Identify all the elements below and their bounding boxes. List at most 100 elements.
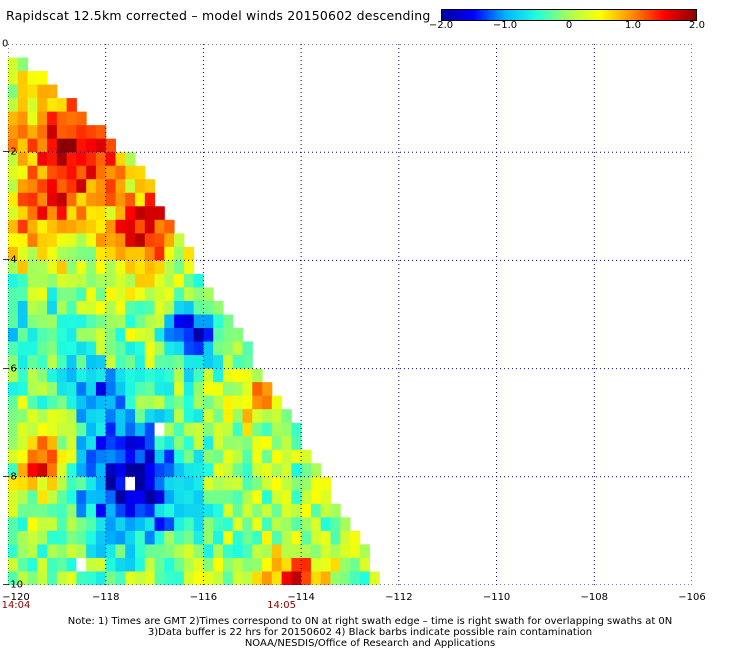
wind-cell	[193, 328, 204, 343]
wind-cell	[105, 219, 116, 234]
wind-cell	[232, 436, 244, 451]
wind-cell	[27, 273, 38, 288]
wind-cell	[27, 395, 38, 410]
wind-cell	[115, 246, 126, 261]
wind-cell	[17, 409, 29, 424]
wind-cell	[164, 314, 175, 329]
wind-cell	[359, 544, 371, 559]
wind-cell	[203, 557, 214, 572]
wind-cell	[17, 111, 29, 126]
wind-cell	[154, 382, 165, 397]
wind-cell	[135, 382, 146, 397]
wind-cell	[340, 557, 351, 572]
wind-cell	[76, 476, 87, 491]
wind-cell	[115, 179, 126, 194]
wind-cell	[144, 328, 156, 343]
wind-cell	[8, 436, 19, 451]
wind-cell	[27, 544, 38, 559]
wind-cell	[213, 422, 224, 437]
wind-cell	[47, 138, 58, 153]
wind-cell	[222, 503, 234, 518]
wind-cell	[76, 260, 87, 275]
wind-cell	[8, 152, 19, 167]
wind-cell	[125, 436, 136, 451]
wind-cell	[144, 192, 156, 207]
wind-cell	[125, 544, 136, 559]
wind-cell	[183, 571, 195, 585]
wind-cell	[369, 571, 380, 585]
wind-cell	[213, 368, 224, 383]
wind-cell	[37, 233, 48, 248]
wind-cell	[37, 503, 48, 518]
wind-cell	[8, 165, 19, 180]
wind-cell	[17, 260, 29, 275]
wind-cell	[17, 71, 29, 86]
wind-cell	[8, 490, 19, 505]
wind-cell	[252, 422, 263, 437]
wind-cell	[203, 463, 214, 478]
wind-cell	[66, 436, 77, 451]
wind-cell	[164, 436, 175, 451]
wind-cell	[125, 152, 136, 167]
wind-cell	[174, 449, 185, 464]
wind-cell	[193, 422, 204, 437]
wind-cell	[76, 368, 87, 383]
wind-cell	[37, 395, 48, 410]
wind-cell	[301, 476, 312, 491]
wind-cell	[105, 314, 116, 329]
wind-cell	[154, 328, 165, 343]
wind-cell	[301, 571, 312, 585]
wind-cell	[154, 233, 165, 248]
wind-cell	[262, 382, 273, 397]
wind-cell	[115, 449, 126, 464]
wind-cell	[76, 530, 87, 545]
wind-cell	[203, 355, 214, 370]
wind-cell	[115, 355, 126, 370]
wind-cell	[86, 165, 97, 180]
wind-cell	[125, 476, 136, 491]
wind-cell	[232, 571, 244, 585]
latitude-label: −4	[2, 254, 17, 266]
wind-cell	[135, 476, 146, 491]
wind-cell	[8, 84, 19, 99]
wind-cell	[203, 476, 214, 491]
wind-cell	[242, 422, 253, 437]
wind-cell	[125, 165, 136, 180]
wind-cell	[76, 152, 87, 167]
wind-cell	[86, 314, 97, 329]
wind-cell	[115, 476, 126, 491]
wind-cell	[8, 557, 19, 572]
wind-cell	[262, 476, 273, 491]
longitude-label: −118	[91, 592, 120, 603]
wind-cell	[154, 571, 165, 585]
wind-cell	[242, 463, 253, 478]
wind-cell	[359, 571, 371, 585]
wind-cell	[252, 368, 263, 383]
wind-cell	[27, 125, 38, 140]
wind-cell	[183, 449, 195, 464]
wind-cell	[76, 273, 87, 288]
wind-cell	[242, 449, 253, 464]
wind-cell	[271, 544, 283, 559]
wind-cell	[47, 436, 58, 451]
wind-cell	[154, 300, 165, 315]
wind-cell	[213, 571, 224, 585]
wind-cell	[105, 300, 116, 315]
wind-cell	[301, 557, 312, 572]
wind-cell	[164, 449, 175, 464]
wind-cell	[193, 368, 204, 383]
wind-cell	[47, 490, 58, 505]
wind-cell	[174, 544, 185, 559]
wind-cell	[164, 422, 175, 437]
wind-cell	[183, 328, 195, 343]
wind-cell	[174, 436, 185, 451]
wind-cell	[8, 287, 19, 302]
wind-cell	[271, 395, 283, 410]
wind-cell	[47, 314, 58, 329]
wind-cell	[37, 287, 48, 302]
wind-cell	[213, 517, 224, 532]
wind-cell	[232, 328, 244, 343]
latitude-label: −8	[2, 471, 17, 483]
wind-cell	[115, 287, 126, 302]
wind-cell	[164, 530, 175, 545]
